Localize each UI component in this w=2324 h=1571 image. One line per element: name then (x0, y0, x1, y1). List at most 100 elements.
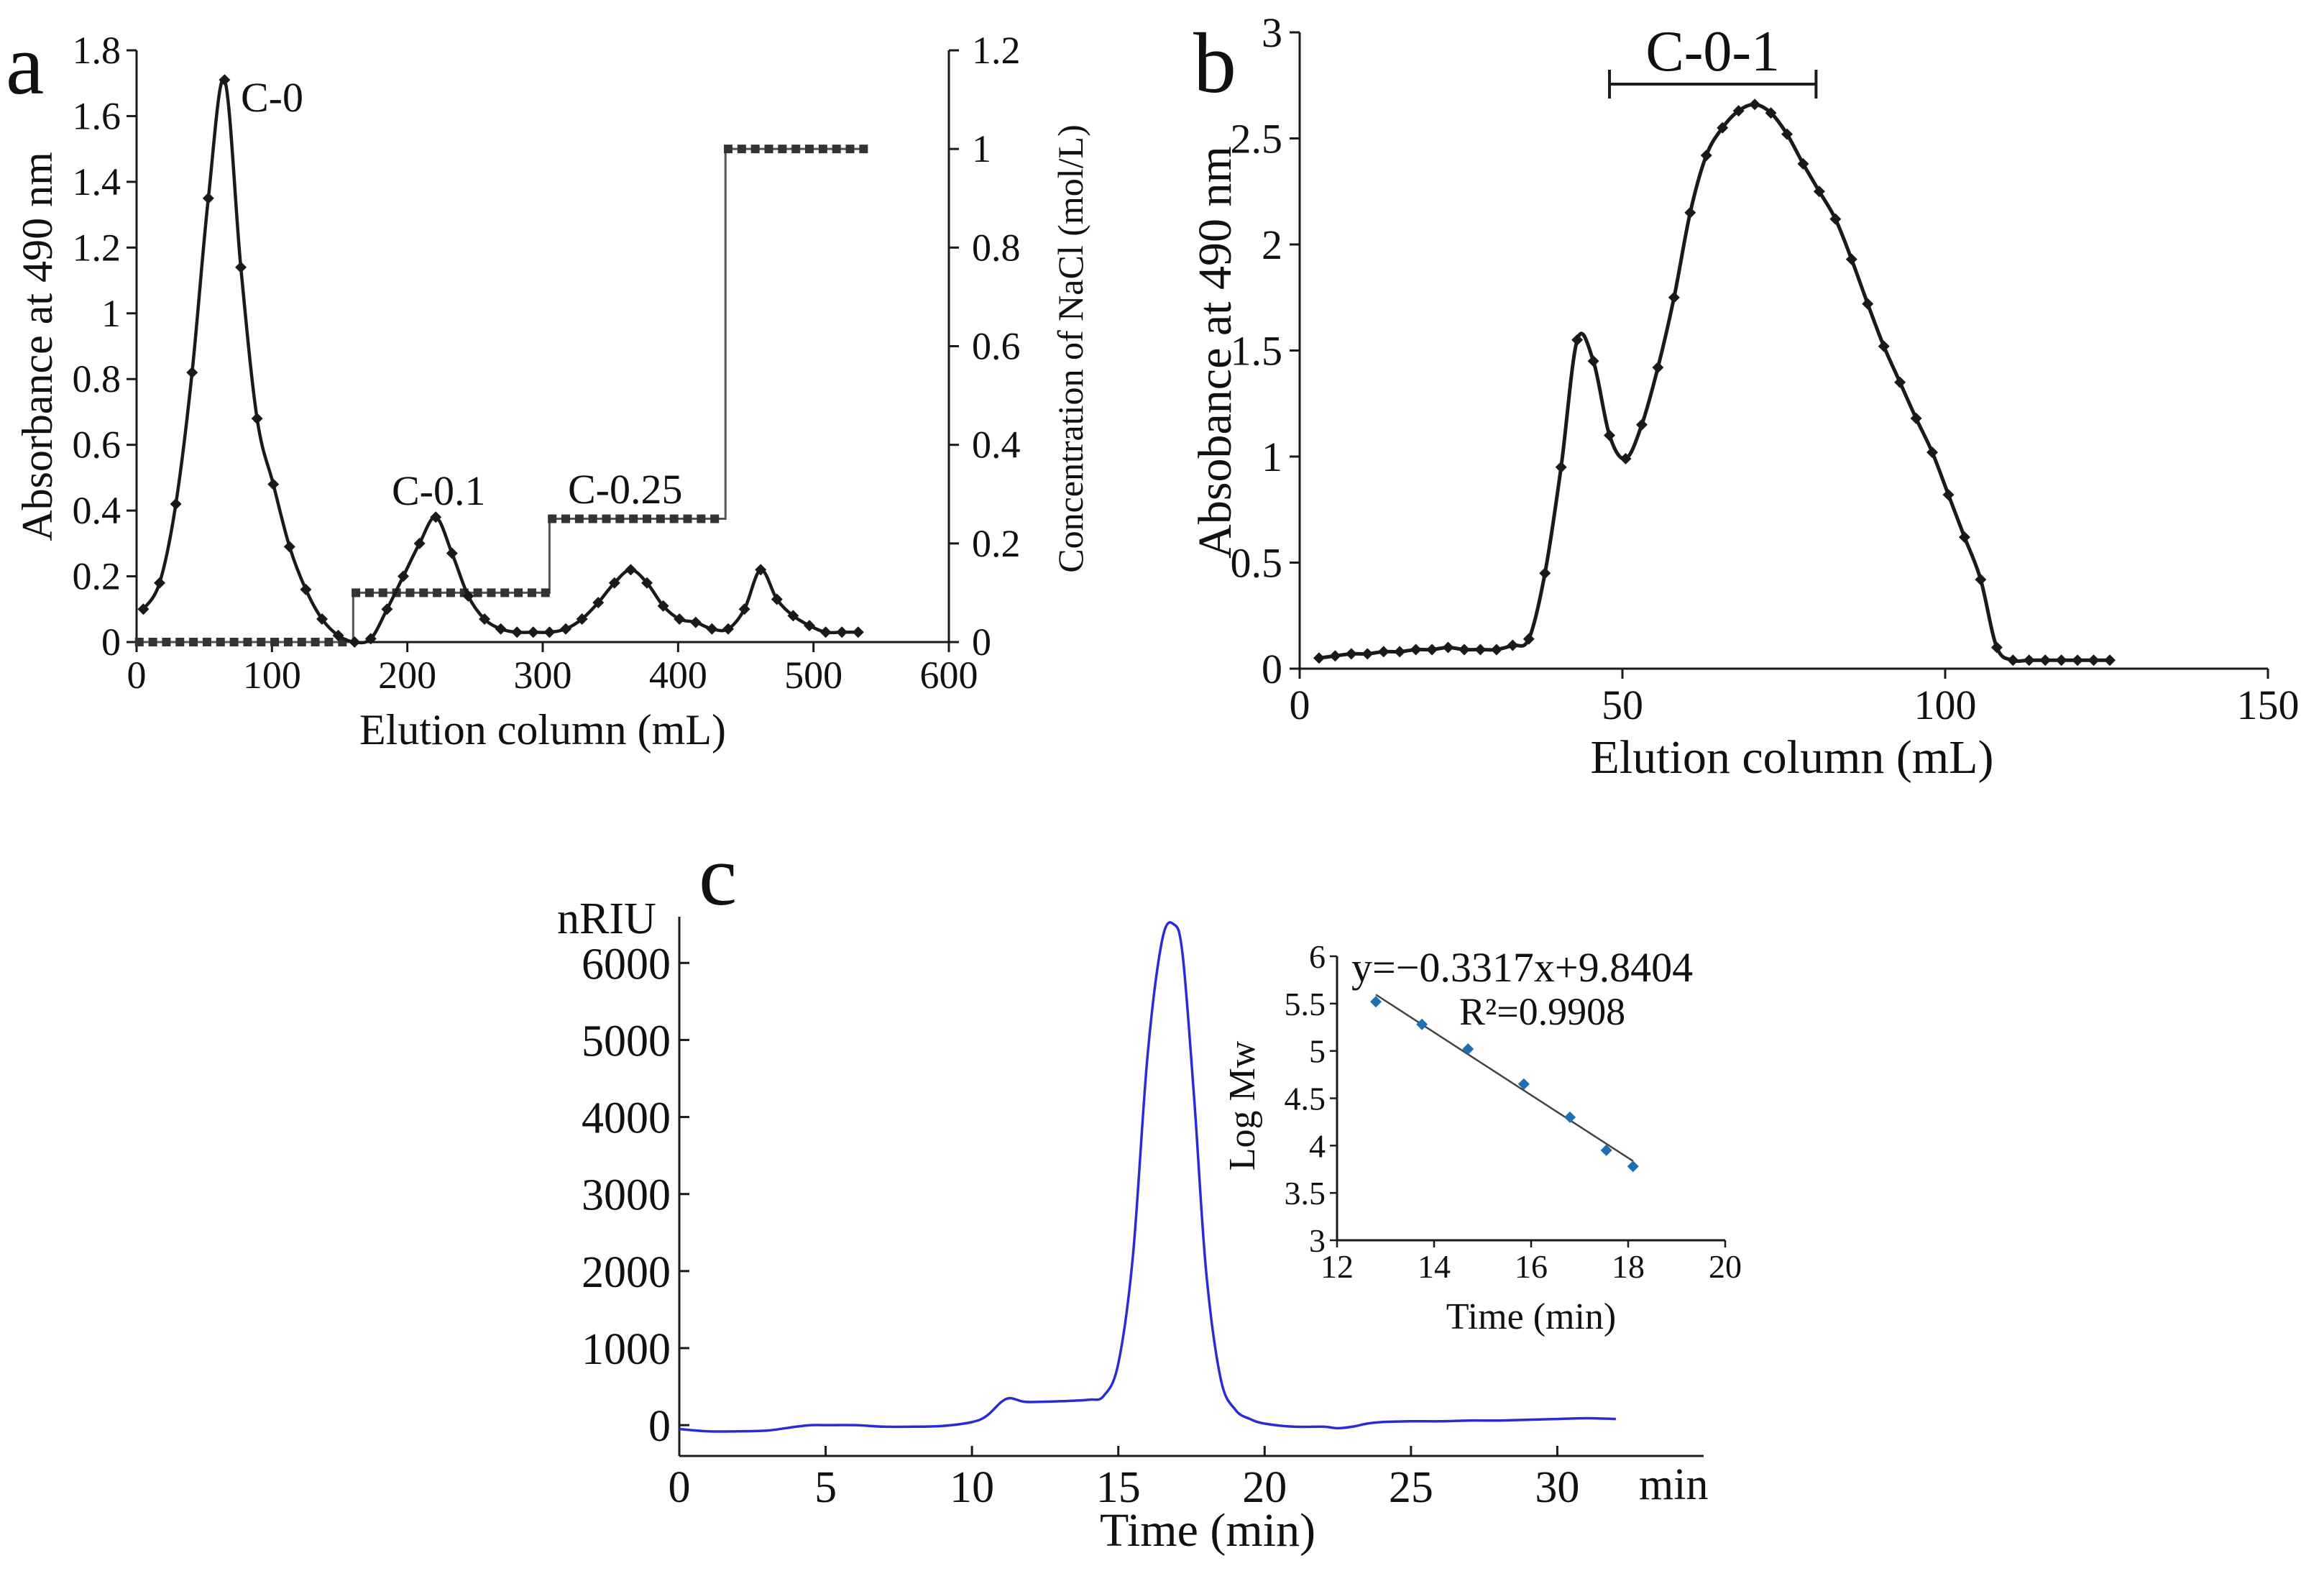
panel-a-absorbance-point (235, 261, 247, 273)
panel-a-nacl-marker (750, 145, 760, 154)
panel-a-absorbance-point (511, 626, 523, 638)
inset-y-tick-label: 3.5 (1285, 1175, 1326, 1212)
panel-a-y-tick-label: 1.2 (73, 226, 121, 269)
panel-a-absorbance-point (398, 570, 410, 582)
panel-b-absorbance-point (1458, 643, 1470, 656)
panel-b-absorbance-point (2007, 654, 2019, 667)
panel-a-absorbance-point (170, 498, 182, 510)
panel-c-x-tick-label: 10 (950, 1463, 994, 1512)
panel-a-nacl-marker (405, 588, 415, 597)
panel-a-y-tick-label: 0.8 (73, 357, 121, 400)
panel-c-y-tick-label: 3000 (582, 1171, 671, 1220)
panel-a-absorbance-point (186, 367, 198, 379)
panel-b-bracket-label: C-0-1 (1645, 20, 1780, 83)
panel-a-nacl-marker (216, 638, 225, 646)
panel-a-nacl-marker (352, 588, 361, 597)
panel-b-absorbance-point (1313, 652, 1325, 664)
inset-y-tick-label: 5 (1309, 1033, 1326, 1070)
panel-a-nacl-marker (574, 514, 584, 523)
panel-a-y-tick-label: 0.4 (73, 489, 121, 532)
panel-c-y-tick-label: 1000 (582, 1325, 671, 1374)
inset-y-axis-label: Log Mw (1222, 1040, 1263, 1171)
panel-c-y-tick-label: 6000 (582, 940, 671, 989)
panel-c-letter: c (699, 828, 737, 923)
panel-b-absorbance-point (1781, 128, 1793, 140)
panel-c-x-tick-label: 0 (669, 1463, 691, 1512)
panel-b-absorbance-point (1652, 362, 1664, 374)
inset-x-axis-label: Time (min) (1446, 1296, 1616, 1337)
panel-c-y-tick-label: 5000 (582, 1017, 671, 1066)
panel-a-absorbance-point (657, 600, 669, 612)
panel-b-absorbance-point (1394, 646, 1406, 658)
panel-a-absorbance-point (251, 413, 263, 425)
panel-a-nacl-marker (311, 638, 320, 646)
panel-b-y-tick-label: 1.5 (1231, 328, 1283, 375)
panel-b-absorbance-point (1571, 334, 1584, 346)
inset-x-tick-label: 14 (1418, 1248, 1451, 1285)
panel-a-nacl-marker (500, 588, 510, 597)
panel-a-nacl-marker (243, 638, 252, 646)
panel-a-y2-tick-label: 1.2 (972, 29, 1021, 72)
panel-b-absorbance-point (1377, 646, 1390, 658)
inset-data-point (1564, 1111, 1576, 1123)
panel-a-x-tick-label: 600 (920, 654, 978, 697)
panel-a-y-tick-label: 1.8 (73, 29, 121, 72)
panel-a-y-tick-label: 1 (101, 292, 121, 335)
panel-b-absorbance-point (1700, 150, 1712, 162)
panel-b-absorbance-point (1717, 122, 1729, 134)
panel-a-absorbance-point (446, 547, 458, 559)
panel-b-absorbance-point (2055, 654, 2067, 667)
panel-a-y2-tick-label: 0.8 (972, 226, 1021, 269)
panel-a-x-tick-label: 100 (243, 654, 301, 697)
panel-b-absorbance-point (1845, 253, 1857, 265)
panel-b-absorbance-point (1910, 412, 1922, 424)
panel-c-y-tick-label: 4000 (582, 1094, 671, 1143)
panel-a-absorbance-point (430, 511, 442, 523)
panel-b-absorbance-point (1813, 186, 1825, 198)
panel-b-absorbance-point (1749, 99, 1761, 111)
panel-a-nacl-marker (764, 145, 773, 154)
panel-b-absorbance-point (2039, 654, 2052, 667)
panel-b-absorbance-point (1620, 452, 1632, 464)
panel-a-nacl-marker (697, 514, 706, 523)
panel-c-y-tick-label: 0 (648, 1402, 671, 1451)
panel-b-y-tick-label: 1 (1262, 434, 1282, 480)
panel-a-nacl-marker (602, 514, 611, 523)
panel-b-absorbance-point (1490, 643, 1502, 656)
panel-a-x-tick-label: 500 (784, 654, 842, 697)
inset-equation: y=−0.3317x+9.8404 (1351, 944, 1693, 991)
panel-b-absorbance-point (1329, 650, 1341, 662)
panel-a-absorbance-point (495, 623, 507, 635)
panel-a-nacl-marker (615, 514, 625, 523)
inset-x-tick-label: 20 (1709, 1248, 1742, 1285)
panel-a-absorbance-point (349, 636, 361, 648)
panel-b-absorbance-point (1765, 107, 1777, 119)
panel-b-absorbance-point (1410, 643, 1422, 656)
panel-a-nacl-marker (419, 588, 428, 597)
panel-a-nacl-marker (791, 145, 801, 154)
panel-c-x-unit: min (1639, 1460, 1708, 1509)
panel-b-absorbance-point (1862, 298, 1874, 310)
panel-a-absorbance-point (804, 620, 816, 632)
panel-b-chart: 0 50 100 150 0 0.5 1 1.5 2 2.5 3 Elution column (mL… (1189, 9, 2300, 784)
panel-b-absorbance-point (1442, 641, 1454, 654)
panel-a-y-tick-label: 0.6 (73, 423, 121, 467)
panel-a-nacl-marker (541, 588, 550, 597)
panel-b-absorbance-point (1668, 291, 1680, 303)
panel-b-x-tick-label: 50 (1602, 682, 1643, 728)
panel-b-x-tick-label: 0 (1290, 682, 1310, 728)
panel-a-y-tick-label: 1.4 (73, 160, 121, 203)
panel-a-nacl-marker (175, 638, 185, 646)
panel-a-y2-tick-label: 0.2 (972, 522, 1021, 565)
panel-a-annotation-c025: C-0.25 (568, 466, 683, 513)
inset-y-tick-label: 5.5 (1285, 986, 1326, 1022)
panel-b-absorbance-point (1604, 429, 1616, 441)
panel-a-absorbance-point (267, 478, 280, 490)
inset-data-point (1462, 1043, 1474, 1055)
panel-b-absorbance-point (1474, 643, 1487, 656)
panel-b-y-axis-label: Absobance at 490 nm (1189, 146, 1241, 559)
panel-a-nacl-marker (270, 638, 280, 646)
panel-a-y-tick-label: 0 (101, 620, 121, 664)
panel-a-absorbance-point (836, 626, 848, 638)
panel-a-nacl-marker (257, 638, 266, 646)
